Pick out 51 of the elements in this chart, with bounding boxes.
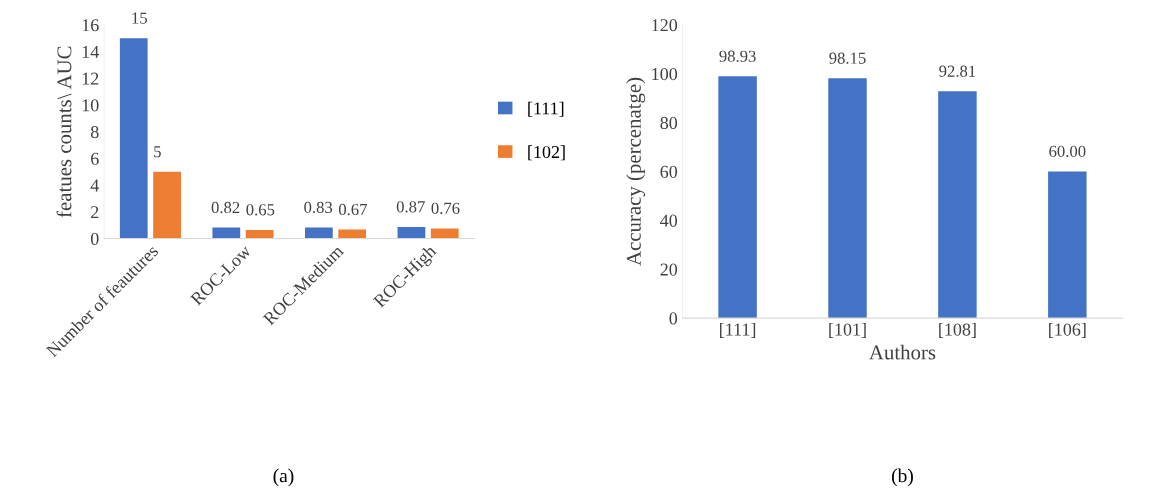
y-tick-label: 40: [660, 214, 678, 227]
y-axis-title: Accuracy (percenatge): [626, 77, 646, 266]
y-tick-label: 12: [82, 72, 99, 85]
data-label: 92.81: [939, 65, 976, 77]
data-label: 98.15: [829, 52, 866, 64]
data-label: 0.82: [211, 201, 240, 214]
y-tick-label: 14: [82, 45, 99, 58]
y-tick-label: 60: [660, 165, 678, 178]
bar: [718, 76, 757, 319]
data-label: 98.93: [719, 50, 756, 62]
y-tick-label: 6: [91, 152, 99, 165]
legend-label: [102]: [528, 145, 565, 161]
bar: [212, 227, 241, 239]
y-tick-label: 16: [82, 19, 99, 32]
x-tick-label: [108]: [939, 322, 976, 338]
y-tick-label: 0: [669, 312, 678, 325]
x-axis-title: Authors: [869, 344, 936, 360]
text: (b): [891, 468, 913, 487]
y-tick-label: 120: [652, 19, 678, 32]
bar: [397, 226, 426, 239]
data-label: 0.76: [431, 202, 460, 214]
x-tick-label: [106]: [1049, 322, 1086, 338]
data-label: 60.00: [1049, 145, 1086, 158]
y-tick-label: 4: [90, 179, 99, 192]
legend-label: [111]: [528, 101, 564, 117]
y-tick-label: 100: [652, 67, 678, 81]
bar: [338, 229, 367, 239]
data-label: 5: [154, 146, 161, 158]
bar: [153, 171, 181, 239]
bar: [828, 78, 867, 319]
bar: [119, 38, 148, 239]
y-tick-label: 10: [82, 99, 99, 112]
bar: [1048, 171, 1087, 319]
text: (a): [273, 468, 294, 487]
bar: [938, 91, 977, 319]
data-label: 0.87: [396, 201, 425, 213]
y-tick-label: 8: [90, 125, 99, 139]
y-tick-label: 2: [91, 206, 99, 219]
data-label: 0.67: [338, 203, 367, 216]
x-tick-label: [111]: [720, 322, 756, 338]
bar: [304, 227, 333, 239]
x-tick-label: [101]: [829, 322, 866, 338]
data-label: 0.83: [304, 201, 333, 214]
y-axis-title: featues counts\ AUC: [56, 46, 72, 218]
y-tick-label: 0: [90, 232, 99, 245]
y-tick-label: 80: [660, 116, 678, 130]
bar: [245, 229, 274, 239]
data-label: 0.65: [246, 204, 275, 216]
data-label: 15: [132, 12, 147, 24]
y-tick-label: 20: [660, 263, 678, 276]
bar: [430, 228, 459, 239]
